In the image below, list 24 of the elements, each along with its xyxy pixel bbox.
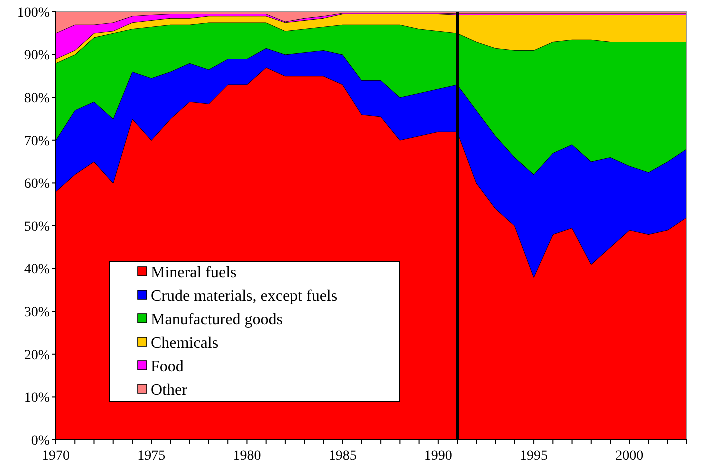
y-tick-label: 80% bbox=[24, 92, 50, 106]
legend-label: Chemicals bbox=[151, 335, 219, 352]
x-tick-label: 1995 bbox=[520, 449, 548, 464]
legend-label: Manufactured goods bbox=[151, 312, 283, 329]
legend-label: Other bbox=[151, 382, 188, 400]
legend-label: Food bbox=[151, 358, 184, 376]
x-tick-label: 1980 bbox=[233, 449, 262, 464]
x-tick-label: 1975 bbox=[138, 449, 166, 464]
x-tick-label: 2000 bbox=[616, 449, 644, 464]
y-tick-label: 10% bbox=[24, 391, 50, 406]
y-tick-label: 20% bbox=[24, 348, 50, 364]
y-tick-label: 90% bbox=[24, 48, 50, 64]
x-tick-label: 1970 bbox=[42, 449, 70, 464]
x-tick-label: 1985 bbox=[328, 449, 357, 464]
y-tick-label: 70% bbox=[24, 134, 50, 150]
y-tick-label: 0% bbox=[31, 434, 50, 449]
y-tick-label: 30% bbox=[24, 306, 50, 320]
y-tick-label: 60% bbox=[24, 177, 50, 192]
legend-label: Mineral fuels bbox=[151, 264, 237, 282]
y-tick-label: 100% bbox=[17, 6, 50, 21]
x-tick-label: 1990 bbox=[424, 449, 452, 464]
legend-label: Crude materials, except fuels bbox=[151, 288, 338, 306]
y-tick-label: 40% bbox=[24, 262, 50, 278]
y-tick-label: 50% bbox=[24, 220, 50, 235]
